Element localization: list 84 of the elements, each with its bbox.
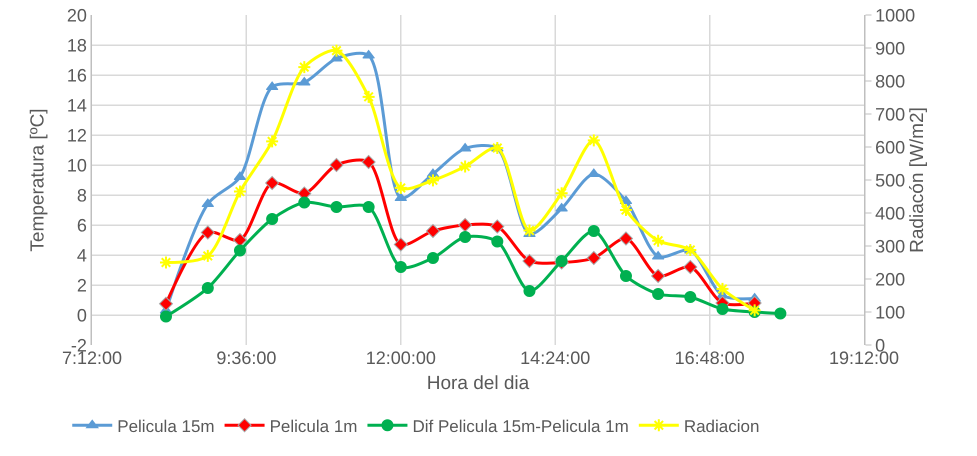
y-tick-label: 12 bbox=[66, 125, 87, 146]
y2-tick-label: 300 bbox=[875, 236, 906, 256]
point bbox=[651, 269, 666, 283]
y2-tick-label: 400 bbox=[875, 203, 906, 224]
y-axis-title: Temperatura [ºC] bbox=[28, 108, 48, 252]
x-axis-title: Hora del dia bbox=[426, 372, 530, 394]
point bbox=[522, 223, 536, 238]
y2-tick-label: 600 bbox=[875, 137, 906, 158]
point bbox=[523, 285, 536, 297]
point bbox=[426, 252, 439, 264]
point bbox=[298, 196, 310, 208]
point bbox=[618, 232, 633, 246]
y-tick-label: 6 bbox=[76, 215, 87, 236]
point bbox=[232, 233, 247, 247]
point bbox=[426, 224, 440, 238]
point bbox=[554, 186, 569, 200]
y-tick-label: 14 bbox=[66, 95, 87, 116]
y-tick-label: 0 bbox=[76, 305, 87, 326]
point bbox=[774, 308, 786, 320]
point bbox=[265, 134, 280, 148]
point bbox=[716, 303, 728, 315]
point bbox=[522, 254, 536, 268]
y2-tick-label: 1000 bbox=[875, 5, 916, 26]
legend-label: Dif Pelicula 15m-Pelicula 1m bbox=[412, 416, 629, 436]
point bbox=[683, 242, 698, 257]
point bbox=[556, 255, 568, 267]
point bbox=[458, 218, 472, 232]
point bbox=[362, 155, 376, 169]
point bbox=[394, 261, 407, 273]
x-tick-label: 9:36:00 bbox=[216, 348, 276, 368]
point bbox=[491, 236, 504, 248]
y-tick-label: 2 bbox=[76, 275, 87, 296]
point bbox=[202, 282, 214, 294]
point bbox=[618, 203, 633, 218]
y2-tick-label: 700 bbox=[875, 104, 906, 124]
point bbox=[458, 159, 472, 174]
point bbox=[160, 310, 172, 322]
y-tick-label: 16 bbox=[66, 65, 87, 86]
point bbox=[683, 260, 698, 274]
y-tick-label: 8 bbox=[76, 185, 87, 206]
point bbox=[362, 90, 376, 104]
point bbox=[362, 201, 375, 213]
y2-tick-label: 100 bbox=[875, 302, 906, 322]
point bbox=[588, 225, 600, 237]
point bbox=[394, 180, 408, 195]
point bbox=[200, 226, 215, 240]
legend-label: Radiacion bbox=[684, 416, 760, 436]
point bbox=[490, 140, 504, 155]
x-tick-label: 14:24:00 bbox=[520, 348, 590, 368]
legend-label: Pelicula 1m bbox=[270, 416, 358, 436]
y2-tick-label: 900 bbox=[875, 38, 906, 58]
point bbox=[426, 173, 440, 188]
x-tick-label: 12:00:00 bbox=[366, 348, 436, 368]
point bbox=[158, 256, 173, 270]
y2-tick-label: 800 bbox=[875, 71, 906, 92]
point bbox=[652, 288, 664, 300]
y2-tick-label: 500 bbox=[875, 170, 906, 190]
y2-tick-label: 200 bbox=[875, 269, 906, 290]
point bbox=[329, 158, 344, 172]
point bbox=[586, 133, 601, 148]
point bbox=[232, 184, 247, 199]
point bbox=[158, 296, 173, 311]
point bbox=[490, 220, 504, 234]
point bbox=[586, 251, 601, 265]
y-tick-label: 10 bbox=[66, 155, 87, 176]
point bbox=[394, 238, 408, 252]
legend-label: Pelicula 15m bbox=[117, 416, 215, 436]
point bbox=[200, 248, 215, 263]
point bbox=[748, 303, 762, 318]
point bbox=[330, 201, 342, 213]
y2-axis-title: Radiacón [W/m2] bbox=[907, 107, 928, 253]
point bbox=[715, 282, 730, 296]
y-tick-label: 20 bbox=[66, 5, 87, 26]
x-tick-label: 16:48:00 bbox=[674, 348, 745, 368]
y-tick-label: 18 bbox=[66, 35, 87, 56]
point bbox=[297, 60, 312, 74]
y-tick-label: 4 bbox=[76, 245, 87, 266]
point bbox=[620, 270, 632, 282]
point bbox=[266, 213, 278, 225]
point bbox=[265, 176, 280, 190]
point bbox=[234, 244, 246, 256]
point bbox=[651, 234, 666, 248]
point bbox=[459, 231, 472, 243]
point bbox=[684, 291, 696, 303]
